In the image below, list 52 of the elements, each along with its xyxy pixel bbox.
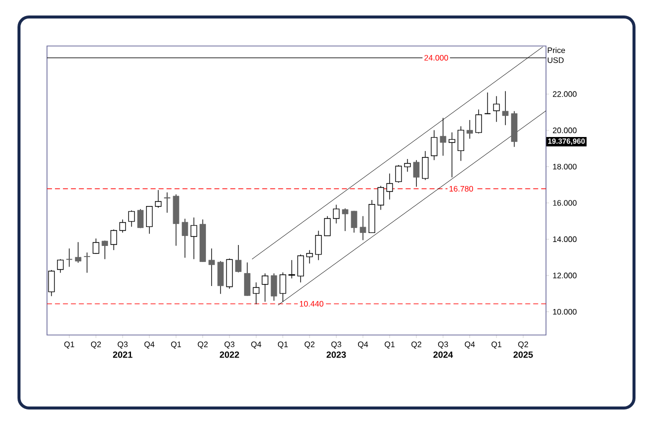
- candlestick: [66, 248, 73, 268]
- candlestick: [475, 109, 482, 134]
- candlestick: [57, 258, 64, 274]
- candlestick: [440, 117, 446, 156]
- candlestick: [493, 96, 500, 122]
- candlestick: [386, 173, 393, 200]
- candlestick: [75, 242, 82, 264]
- candlestick: [404, 158, 411, 172]
- candlestick: [466, 120, 473, 140]
- candlestick: [262, 272, 268, 302]
- candlestick: [164, 192, 170, 214]
- candlestick: [128, 210, 135, 228]
- candlestick: [502, 90, 508, 126]
- x2-tick-label: 2021: [112, 351, 132, 358]
- candlestick: [306, 250, 313, 264]
- candlestick: [110, 229, 118, 250]
- candlestick: [102, 240, 108, 260]
- candlestick: [395, 164, 402, 184]
- candlestick: [119, 219, 126, 234]
- x2-tick-label: 2023: [326, 351, 346, 358]
- candlestick: [458, 126, 464, 162]
- candlestick: [208, 248, 215, 286]
- candlestick: [137, 208, 144, 228]
- candlestick: [92, 238, 100, 254]
- candlestick: [252, 282, 260, 305]
- x2-tick-label: 2022: [220, 351, 240, 358]
- candlestick: [146, 206, 153, 234]
- candlestick: [350, 210, 358, 234]
- candlestick: [422, 150, 429, 180]
- candlestick: [413, 160, 420, 188]
- candlestick: [288, 260, 296, 279]
- candlestick: [448, 132, 456, 178]
- candlestick: [332, 204, 340, 224]
- candlestick: [84, 252, 90, 274]
- candlestick: [182, 218, 188, 258]
- candlestick: [430, 130, 438, 160]
- candlestick: [484, 92, 491, 114]
- x2-tick-label: 2025: [513, 351, 533, 358]
- candlestick: [217, 260, 224, 294]
- candlestick: [154, 190, 162, 208]
- candlestick: [360, 216, 366, 240]
- candlestick: [342, 208, 348, 232]
- candlestick: [48, 270, 55, 297]
- x2-tick-label: 2024: [433, 351, 453, 358]
- candlestick: [324, 216, 331, 236]
- candlestick: [377, 186, 384, 210]
- candlestick: [297, 254, 304, 283]
- candlestick: [244, 262, 250, 296]
- candlestick: [190, 217, 198, 260]
- candlestick: [270, 272, 278, 302]
- candlestick: [235, 244, 242, 273]
- candlestick: [315, 230, 322, 260]
